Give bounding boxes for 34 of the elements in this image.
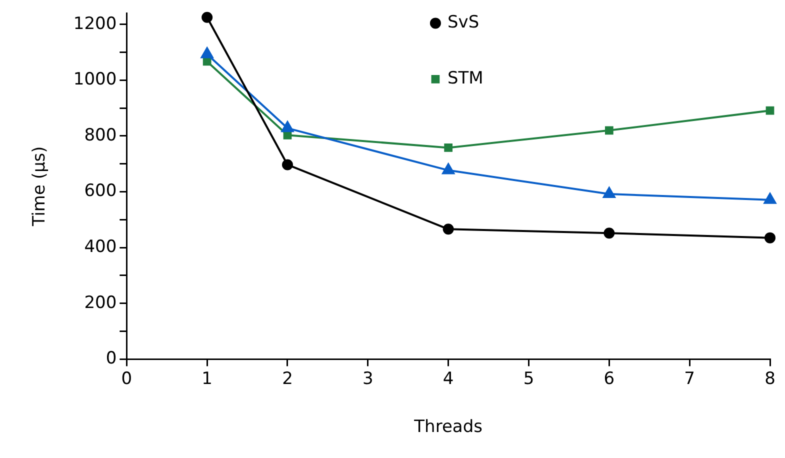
x-tick-label: 0	[121, 368, 132, 389]
y-tick-label: 1200	[73, 14, 117, 34]
point	[444, 144, 453, 152]
x-tick-label: 4	[442, 368, 454, 389]
point	[764, 192, 776, 204]
y-axis-title: Time (µs)	[30, 146, 50, 228]
x-tick-label: 1	[202, 368, 212, 389]
point	[281, 121, 294, 132]
x-axis-title: Threads	[413, 417, 483, 438]
x-tick-label: 6	[604, 368, 615, 389]
legend-label: STM	[447, 68, 484, 89]
point	[202, 12, 213, 23]
x-tick-label: 3	[362, 368, 374, 389]
point	[282, 159, 293, 170]
x-tick-label: 2	[282, 368, 293, 389]
point	[442, 163, 455, 174]
x-tick-label: 7	[684, 368, 695, 389]
x-tick-label: 8	[764, 368, 776, 389]
point	[764, 232, 776, 244]
point	[200, 47, 214, 58]
y-tick-label: 400	[84, 237, 117, 258]
y-tick-label: 0	[106, 348, 117, 369]
y-tick-label: 1000	[73, 70, 117, 90]
y-tick-label: 800	[84, 125, 117, 146]
x-tick-label: 5	[523, 368, 534, 389]
point	[442, 224, 454, 235]
point	[766, 106, 774, 115]
point	[602, 187, 616, 198]
y-tick-label: 200	[84, 292, 117, 313]
legend-label: SvS	[447, 12, 480, 33]
point	[202, 57, 212, 66]
y-tick-label: 600	[84, 181, 117, 202]
point	[604, 126, 614, 135]
point	[604, 228, 615, 239]
